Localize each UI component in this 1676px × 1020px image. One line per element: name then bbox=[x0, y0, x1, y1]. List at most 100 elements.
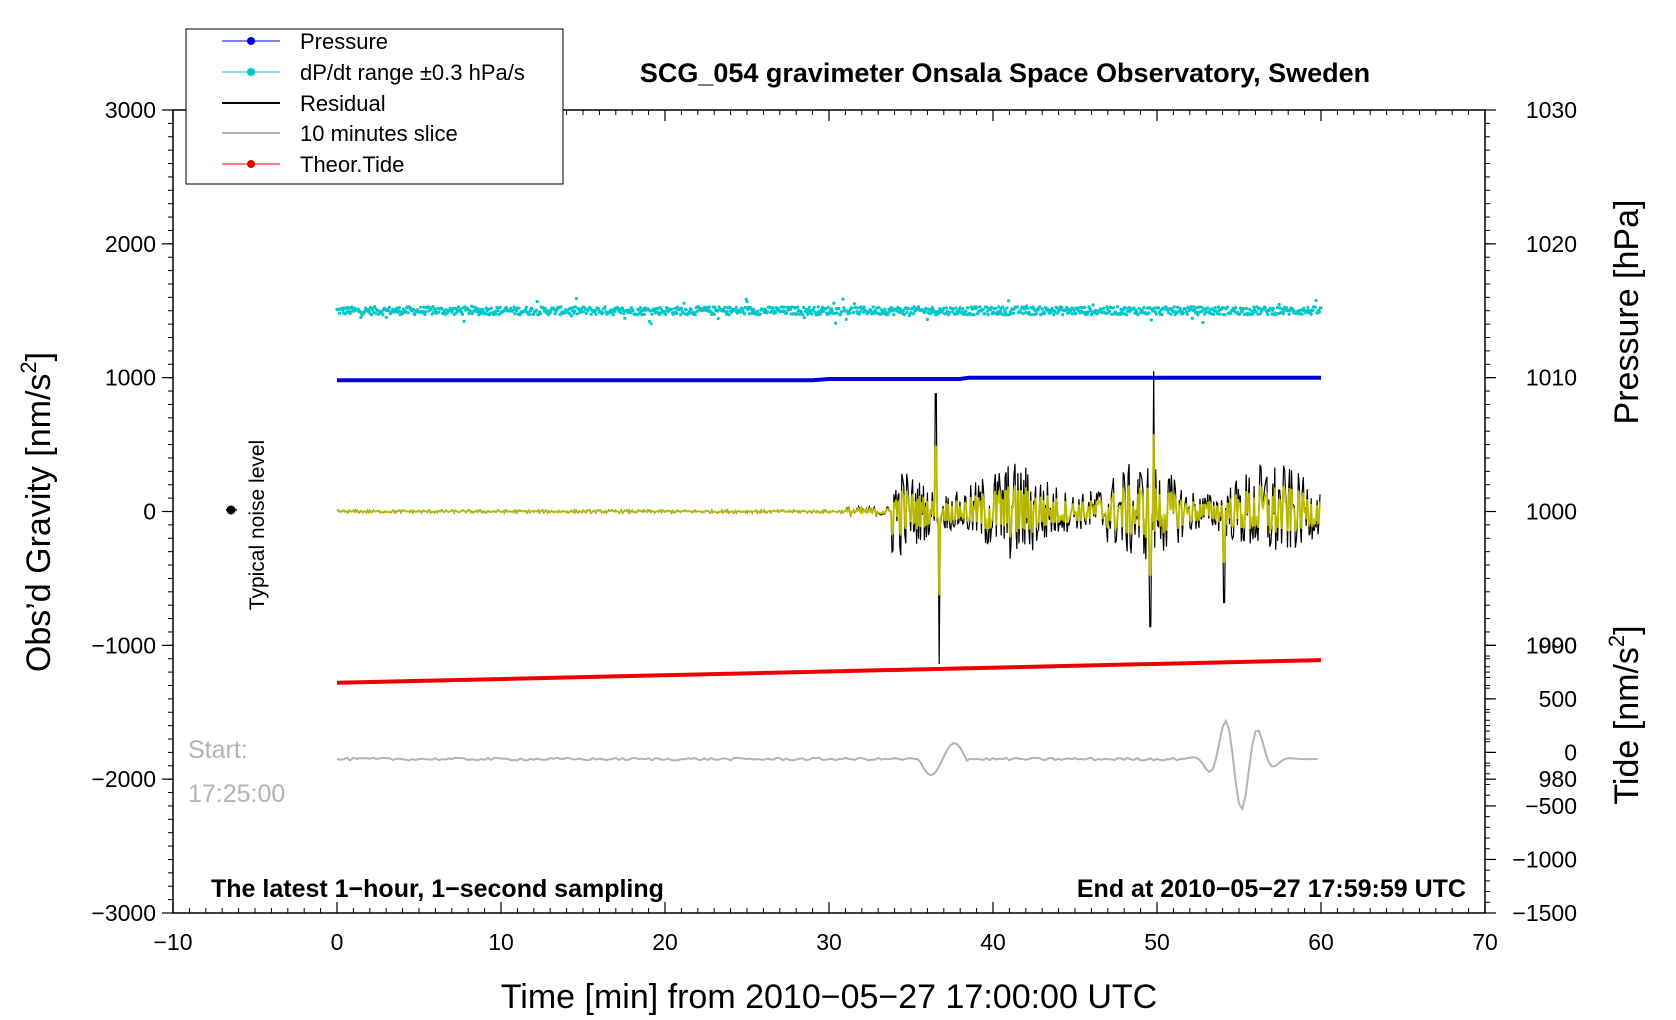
dpdt-point bbox=[1147, 311, 1151, 315]
dpdt-point bbox=[842, 306, 846, 310]
dpdt-point bbox=[1240, 310, 1244, 314]
noise-level-marker bbox=[226, 505, 237, 515]
dpdt-point bbox=[1034, 312, 1039, 316]
dpdt-point bbox=[774, 310, 778, 314]
dpdt-point bbox=[1124, 306, 1128, 310]
dpdt-point bbox=[975, 305, 979, 309]
svg-text:Pressure: Pressure bbox=[300, 29, 388, 54]
dpdt-point bbox=[347, 306, 351, 310]
dpdt-point bbox=[816, 305, 820, 309]
dpdt-point bbox=[713, 305, 717, 309]
dpdt-point bbox=[1116, 305, 1120, 309]
dpdt-point bbox=[989, 305, 994, 309]
svg-text:Pressure [hPa]: Pressure [hPa] bbox=[1608, 200, 1646, 425]
tide-tick-label: 0 bbox=[1564, 739, 1577, 765]
dpdt-point bbox=[844, 317, 848, 321]
dpdt-point bbox=[1028, 312, 1032, 316]
dpdt-point bbox=[1104, 311, 1108, 315]
dpdt-point bbox=[793, 306, 798, 310]
dpdt-point bbox=[1127, 306, 1131, 310]
dpdt-point bbox=[1175, 305, 1180, 309]
pressure-tick-label: 1000 bbox=[1526, 499, 1577, 525]
dpdt-point bbox=[1007, 299, 1011, 303]
dpdt-point bbox=[423, 312, 427, 317]
dpdt-point bbox=[862, 305, 866, 309]
dpdt-point bbox=[1061, 313, 1065, 317]
x-tick-label: 0 bbox=[331, 929, 344, 955]
dpdt-point bbox=[1263, 306, 1267, 310]
dpdt-point bbox=[1181, 311, 1185, 316]
dpdt-point bbox=[1151, 309, 1155, 313]
dpdt-point bbox=[997, 305, 1001, 309]
dpdt-point bbox=[952, 307, 956, 311]
dpdt-point bbox=[1184, 307, 1188, 311]
dpdt-point bbox=[489, 306, 493, 310]
dpdt-point bbox=[925, 317, 930, 321]
dpdt-point bbox=[356, 307, 360, 311]
dpdt-point bbox=[373, 305, 377, 309]
x-tick-label: 50 bbox=[1144, 929, 1170, 955]
dpdt-point bbox=[684, 308, 688, 312]
dpdt-point bbox=[819, 311, 823, 315]
dpdt-point bbox=[513, 312, 517, 316]
dpdt-point bbox=[1145, 306, 1149, 310]
dpdt-point bbox=[1099, 308, 1103, 312]
dpdt-point bbox=[958, 306, 962, 310]
dpdt-point bbox=[1278, 306, 1282, 310]
dpdt-point bbox=[1206, 306, 1210, 310]
dpdt-point bbox=[543, 306, 547, 310]
dpdt-point bbox=[1185, 312, 1189, 316]
dpdt-point bbox=[411, 307, 415, 311]
dpdt-point bbox=[623, 316, 627, 320]
dpdt-point bbox=[1242, 307, 1246, 311]
dpdt-point bbox=[1317, 310, 1321, 314]
dpdt-point bbox=[381, 313, 385, 317]
dpdt-point bbox=[1189, 305, 1193, 309]
tide-tick-label: 1000 bbox=[1526, 632, 1577, 658]
dpdt-point bbox=[538, 312, 543, 316]
dpdt-point bbox=[840, 309, 844, 313]
dpdt-point bbox=[1186, 305, 1190, 309]
x-tick-label: 20 bbox=[652, 929, 678, 955]
dpdt-point bbox=[1234, 305, 1238, 310]
dpdt-point bbox=[498, 305, 502, 309]
dpdt-point bbox=[1306, 305, 1310, 309]
dpdt-point bbox=[1025, 306, 1029, 310]
dpdt-point bbox=[758, 312, 762, 316]
dpdt-point bbox=[397, 306, 401, 310]
dpdt-point bbox=[937, 311, 941, 315]
y-tick-label: −2000 bbox=[91, 766, 156, 792]
dpdt-points bbox=[335, 296, 1323, 326]
dpdt-point bbox=[902, 313, 907, 317]
dpdt-point bbox=[944, 306, 948, 310]
dpdt-point bbox=[728, 305, 732, 309]
dpdt-point bbox=[419, 305, 423, 309]
dpdt-point bbox=[1091, 303, 1095, 307]
dpdt-point bbox=[675, 305, 679, 309]
dpdt-point bbox=[1195, 305, 1199, 310]
dpdt-point bbox=[1121, 311, 1125, 316]
dpdt-point bbox=[964, 309, 968, 313]
dpdt-point bbox=[765, 310, 770, 314]
dpdt-point bbox=[784, 311, 789, 316]
dpdt-point bbox=[638, 306, 643, 310]
dpdt-point bbox=[1281, 312, 1285, 316]
dpdt-point bbox=[1216, 305, 1221, 309]
data-series bbox=[335, 296, 1323, 812]
dpdt-point bbox=[470, 312, 474, 316]
dpdt-point bbox=[483, 312, 487, 316]
dpdt-point bbox=[797, 308, 801, 312]
dpdt-point bbox=[815, 313, 820, 317]
dpdt-point bbox=[947, 310, 952, 314]
dpdt-point bbox=[1218, 312, 1222, 316]
dpdt-point bbox=[369, 313, 373, 317]
dpdt-point bbox=[1266, 312, 1270, 316]
legend-box bbox=[185, 28, 564, 185]
dpdt-point bbox=[1125, 313, 1129, 317]
dpdt-point bbox=[988, 308, 993, 312]
dpdt-point bbox=[387, 309, 391, 313]
dpdt-point bbox=[1109, 305, 1113, 310]
dpdt-point bbox=[517, 306, 521, 310]
dpdt-point bbox=[886, 312, 890, 317]
